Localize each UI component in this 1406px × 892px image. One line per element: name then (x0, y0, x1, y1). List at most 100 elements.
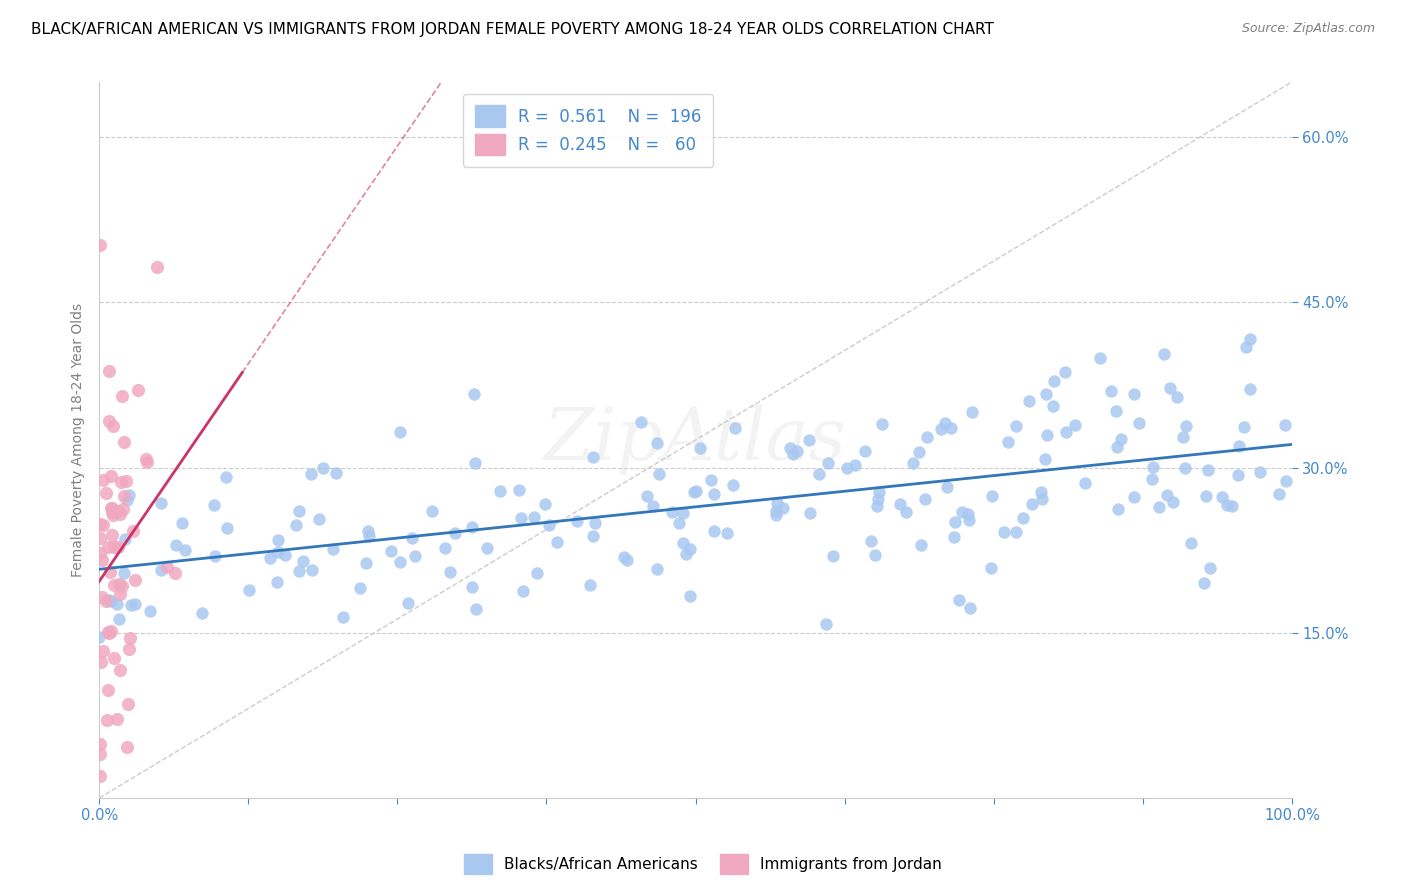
Point (1211, 491, 1233, 505)
Point (1153, 346, 1175, 360)
Point (121, 524, 143, 539)
Point (868, 491, 890, 506)
Point (96, 486, 118, 500)
Point (509, 510, 531, 524)
Point (546, 535, 568, 549)
Point (815, 617, 838, 632)
Point (139, 604, 162, 618)
Point (765, 508, 787, 522)
Point (950, 505, 973, 519)
Point (808, 467, 831, 481)
Point (533, 497, 555, 511)
Point (685, 483, 707, 498)
Point (821, 549, 844, 563)
Point (866, 500, 889, 514)
Point (1140, 472, 1163, 486)
Point (96, 713, 118, 727)
Point (101, 419, 124, 434)
Point (1042, 374, 1064, 388)
Point (936, 480, 959, 494)
Point (117, 697, 139, 711)
Point (1216, 498, 1239, 512)
Point (89, 545, 111, 559)
Point (1099, 384, 1122, 398)
Point (163, 566, 186, 580)
Point (97, 364, 120, 378)
Point (312, 461, 335, 475)
Point (939, 421, 962, 435)
Point (929, 422, 952, 436)
Point (103, 578, 125, 592)
Point (259, 551, 281, 566)
Point (89, 655, 111, 669)
Point (100, 624, 122, 638)
Point (1268, 487, 1291, 501)
Point (1128, 417, 1150, 431)
Point (1234, 340, 1257, 354)
Point (896, 504, 918, 518)
Point (112, 434, 135, 449)
Point (465, 602, 488, 616)
Point (997, 434, 1019, 449)
Point (202, 498, 225, 512)
Point (389, 425, 412, 439)
Point (915, 430, 938, 444)
Point (1197, 462, 1219, 476)
Point (98, 414, 121, 428)
Point (1107, 501, 1129, 516)
Text: Source: ZipAtlas.com: Source: ZipAtlas.com (1241, 22, 1375, 36)
Text: ZipAtlas: ZipAtlas (544, 405, 846, 475)
Point (308, 512, 330, 526)
Point (1173, 430, 1195, 444)
Point (565, 514, 588, 528)
Point (960, 405, 983, 419)
Point (914, 491, 936, 506)
Point (1105, 440, 1128, 454)
Point (1227, 439, 1250, 453)
Point (523, 509, 546, 524)
Point (444, 525, 467, 540)
Point (97, 540, 120, 554)
Point (1109, 433, 1132, 447)
Point (981, 489, 1004, 503)
Legend: Blacks/African Americans, Immigrants from Jordan: Blacks/African Americans, Immigrants fro… (458, 848, 948, 880)
Point (266, 575, 288, 590)
Point (1005, 524, 1028, 539)
Legend: R =  0.561    N =  196, R =  0.245    N =   60: R = 0.561 N = 196, R = 0.245 N = 60 (463, 94, 713, 167)
Point (901, 456, 924, 470)
Point (146, 260, 169, 275)
Point (108, 576, 131, 591)
Point (89, 630, 111, 644)
Point (647, 435, 669, 450)
Point (724, 421, 747, 435)
Point (865, 548, 887, 562)
Point (1156, 488, 1178, 502)
Point (97, 683, 120, 698)
Point (111, 501, 134, 516)
Point (103, 540, 125, 554)
Point (108, 663, 131, 677)
Point (127, 383, 149, 397)
Point (110, 475, 132, 489)
Point (1233, 419, 1256, 434)
Point (1249, 465, 1271, 479)
Point (97, 625, 120, 640)
Point (1142, 459, 1164, 474)
Point (434, 541, 457, 555)
Point (1054, 365, 1077, 379)
Point (689, 441, 711, 455)
Point (98, 626, 121, 640)
Point (582, 450, 605, 464)
Point (703, 524, 725, 539)
Point (661, 505, 683, 519)
Point (103, 650, 125, 665)
Point (844, 458, 866, 472)
Point (91, 553, 114, 567)
Point (108, 612, 131, 626)
Point (285, 518, 308, 533)
Point (526, 566, 548, 580)
Point (120, 599, 142, 613)
Point (91, 473, 114, 487)
Point (349, 581, 371, 595)
Point (956, 507, 979, 521)
